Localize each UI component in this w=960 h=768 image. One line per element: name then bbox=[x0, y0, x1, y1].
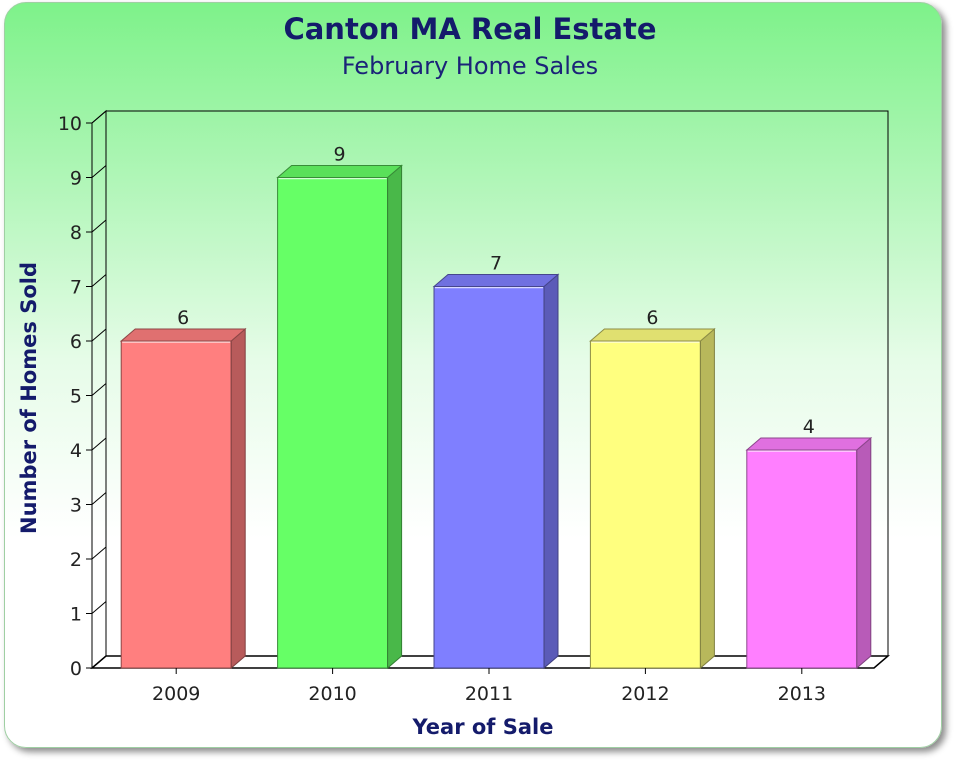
y-tick-diagonal bbox=[91, 655, 107, 669]
y-tick-diagonal bbox=[91, 546, 107, 560]
y-tick-label: 8 bbox=[70, 222, 82, 244]
data-label: 6 bbox=[177, 307, 189, 329]
y-tick-label: 9 bbox=[70, 168, 82, 190]
bar-2009 bbox=[119, 327, 247, 670]
data-label: 7 bbox=[490, 253, 502, 275]
x-axis: 2009 2010 2011 2012 2013 bbox=[152, 668, 826, 705]
data-label: 6 bbox=[646, 307, 658, 329]
y-tick-diagonal bbox=[91, 437, 107, 451]
bar-2010 bbox=[276, 164, 403, 670]
y-tick-diagonal bbox=[91, 601, 107, 614]
x-tick-label: 2009 bbox=[152, 683, 200, 705]
data-label: 4 bbox=[803, 416, 815, 438]
y-tick-diagonal bbox=[91, 274, 107, 287]
bar-front bbox=[746, 449, 858, 669]
bar-side bbox=[387, 164, 403, 670]
y-tick-diagonal bbox=[91, 492, 107, 505]
bar-top bbox=[745, 437, 873, 451]
bar-front bbox=[589, 340, 701, 669]
chart-subtitle: February Home Sales bbox=[342, 52, 598, 80]
y-tick-label: 6 bbox=[70, 331, 82, 353]
bar-2012 bbox=[589, 327, 716, 670]
y-tick-diagonal bbox=[91, 328, 107, 342]
y-tick-label: 4 bbox=[70, 440, 82, 462]
x-axis-label: Year of Sale bbox=[412, 715, 554, 739]
y-axis: 0 1 2 3 4 5 6 7 8 9 10 bbox=[58, 110, 107, 680]
y-tick-diagonal bbox=[91, 383, 107, 396]
bar-top bbox=[589, 328, 716, 342]
y-tick-label: 10 bbox=[58, 113, 82, 135]
y-tick-label: 7 bbox=[70, 277, 82, 299]
y-tick-label: 5 bbox=[70, 386, 82, 408]
y-tick-label: 0 bbox=[70, 658, 82, 680]
y-tick-label: 1 bbox=[70, 604, 82, 626]
bar-top bbox=[276, 165, 403, 178]
y-tick-label: 3 bbox=[70, 495, 82, 517]
y-tick-diagonal bbox=[91, 165, 107, 178]
bar-side bbox=[543, 273, 559, 670]
bar-top bbox=[119, 328, 247, 342]
chart-title: Canton MA Real Estate bbox=[283, 12, 656, 46]
x-tick-label: 2013 bbox=[778, 683, 826, 705]
bar-2011 bbox=[432, 273, 560, 670]
y-axis-label: Number of Homes Sold bbox=[17, 262, 41, 534]
bar-side bbox=[230, 327, 246, 670]
bar-2013 bbox=[745, 436, 873, 670]
x-tick-label: 2010 bbox=[308, 683, 356, 705]
bar-front bbox=[433, 286, 545, 669]
bar-side bbox=[699, 327, 715, 670]
bar-top bbox=[432, 274, 560, 287]
y-tick-label: 2 bbox=[70, 549, 82, 571]
y-tick-diagonal bbox=[91, 110, 107, 124]
x-tick-label: 2012 bbox=[621, 683, 669, 705]
data-label: 9 bbox=[334, 144, 346, 166]
bar-front bbox=[120, 340, 232, 669]
data-labels: 6 9 7 6 4 bbox=[177, 144, 815, 439]
x-tick-label: 2011 bbox=[465, 683, 513, 705]
bar-side bbox=[856, 436, 872, 670]
bar-front bbox=[277, 177, 389, 669]
y-tick-diagonal bbox=[91, 219, 107, 233]
bars bbox=[119, 164, 873, 670]
